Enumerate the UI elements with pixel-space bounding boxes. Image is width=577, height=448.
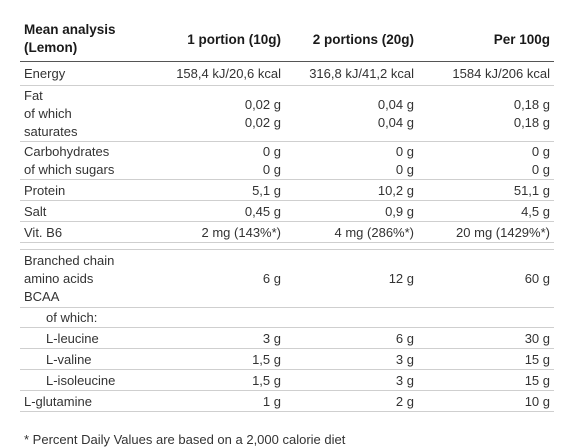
header-col-2-portions: 2 portions (20g) xyxy=(312,31,414,47)
cell-value: 10,2 g xyxy=(285,179,418,201)
row-label: Vit. B6 xyxy=(20,221,165,243)
cell-value: 60 g xyxy=(418,249,554,308)
header-title-line2: (Lemon) xyxy=(24,40,78,55)
value-line: 0 g xyxy=(531,143,550,159)
row-label: L-valine xyxy=(20,348,165,370)
cell-value: 1,5 g xyxy=(165,369,285,391)
cell-value: 3 g xyxy=(285,348,418,370)
table-header-row: Mean analysis (Lemon) 1 portion (10g) 2 … xyxy=(20,17,554,62)
row-label-line: of which sugars xyxy=(24,161,115,177)
cell-value: 0 g 0 g xyxy=(285,141,418,180)
cell-value: 15 g xyxy=(418,348,554,370)
row-label: L-isoleucine xyxy=(20,369,165,391)
cell-value: 2 g xyxy=(285,390,418,412)
footnote: * Percent Daily Values are based on a 2,… xyxy=(24,432,346,447)
row-label: Salt xyxy=(20,200,165,222)
table-row-l-isoleucine: L-isoleucine 1,5 g 3 g 15 g xyxy=(20,369,554,391)
value-line: 0,04 g xyxy=(377,114,414,130)
row-label-line: BCAA xyxy=(24,288,60,304)
header-col-1-portion: 1 portion (10g) xyxy=(187,31,281,47)
value-line: 0 g xyxy=(262,161,281,177)
row-label: Protein xyxy=(20,179,165,201)
cell-value: 0,04 g 0,04 g xyxy=(285,85,418,142)
cell-value: 20 mg (1429%*) xyxy=(418,221,554,243)
table-row-vitamin-b6: Vit. B6 2 mg (143%*) 4 mg (286%*) 20 mg … xyxy=(20,221,554,243)
cell-value: 3 g xyxy=(285,369,418,391)
value-line: 0 g xyxy=(262,143,281,159)
table-row-salt: Salt 0,45 g 0,9 g 4,5 g xyxy=(20,200,554,222)
row-label-line: saturates xyxy=(24,123,78,139)
row-label: Carbohydrates of which sugars xyxy=(20,141,165,180)
value-line: 0,02 g xyxy=(244,114,281,130)
cell-value: 0,18 g 0,18 g xyxy=(418,85,554,142)
row-label-line: amino acids xyxy=(24,270,94,286)
cell-value: 2 mg (143%*) xyxy=(165,221,285,243)
cell-value: 30 g xyxy=(418,327,554,349)
row-label: Branched chain amino acids BCAA xyxy=(20,249,165,308)
cell-value: 10 g xyxy=(418,390,554,412)
cell-value: 158,4 kJ/20,6 kcal xyxy=(165,61,285,86)
cell-value: 0,45 g xyxy=(165,200,285,222)
cell-value: 6 g xyxy=(285,327,418,349)
cell-empty xyxy=(285,307,418,328)
table-row-fat: Fat of which saturates 0,02 g 0,02 g 0,0… xyxy=(20,85,554,142)
cell-value: 15 g xyxy=(418,369,554,391)
section-separator xyxy=(20,242,554,250)
row-label: of which: xyxy=(20,307,165,328)
row-label-line: Fat xyxy=(24,87,43,103)
cell-value: 1,5 g xyxy=(165,348,285,370)
cell-value: 0,02 g 0,02 g xyxy=(165,85,285,142)
row-label: L-leucine xyxy=(20,327,165,349)
table-row-protein: Protein 5,1 g 10,2 g 51,1 g xyxy=(20,179,554,201)
row-label-line: of which xyxy=(24,105,72,121)
value-line: 0 g xyxy=(531,161,550,177)
cell-value: 0,9 g xyxy=(285,200,418,222)
header-title: Mean analysis (Lemon) xyxy=(20,17,165,62)
cell-value: 5,1 g xyxy=(165,179,285,201)
cell-value: 0 g 0 g xyxy=(418,141,554,180)
table-row-l-leucine: L-leucine 3 g 6 g 30 g xyxy=(20,327,554,349)
value-line: 0,02 g xyxy=(244,96,281,112)
cell-value: 6 g xyxy=(165,249,285,308)
row-label-line: Branched chain xyxy=(24,252,115,268)
cell-value: 0 g 0 g xyxy=(165,141,285,180)
row-label-line: Carbohydrates xyxy=(24,143,110,159)
cell-value: 316,8 kJ/41,2 kcal xyxy=(285,61,418,86)
cell-value: 4,5 g xyxy=(418,200,554,222)
table-row-energy: Energy 158,4 kJ/20,6 kcal 316,8 kJ/41,2 … xyxy=(20,61,554,86)
separator-cell xyxy=(20,242,554,250)
value-line: 0 g xyxy=(395,143,414,159)
cell-empty xyxy=(165,307,285,328)
cell-value: 1 g xyxy=(165,390,285,412)
row-label: L-glutamine xyxy=(20,390,165,412)
cell-empty xyxy=(418,307,554,328)
value-line: 0,04 g xyxy=(377,96,414,112)
cell-value: 4 mg (286%*) xyxy=(285,221,418,243)
table-row-l-valine: L-valine 1,5 g 3 g 15 g xyxy=(20,348,554,370)
cell-value: 12 g xyxy=(285,249,418,308)
cell-value: 3 g xyxy=(165,327,285,349)
table-row-of-which: of which: xyxy=(20,307,554,328)
table-row-l-glutamine: L-glutamine 1 g 2 g 10 g xyxy=(20,390,554,412)
cell-value: 51,1 g xyxy=(418,179,554,201)
nutrition-table-container: Mean analysis (Lemon) 1 portion (10g) 2 … xyxy=(20,17,554,412)
row-label: Energy xyxy=(20,61,165,86)
value-line: 0,18 g xyxy=(513,96,550,112)
header-col-per-100g: Per 100g xyxy=(493,31,550,47)
table-row-carbohydrates: Carbohydrates of which sugars 0 g 0 g 0 … xyxy=(20,141,554,180)
nutrition-table: Mean analysis (Lemon) 1 portion (10g) 2 … xyxy=(20,17,554,412)
value-line: 0,18 g xyxy=(513,114,550,130)
header-title-line1: Mean analysis xyxy=(24,22,116,37)
value-line: 0 g xyxy=(395,161,414,177)
cell-value: 1584 kJ/206 kcal xyxy=(418,61,554,86)
table-row-bcaa: Branched chain amino acids BCAA 6 g 12 g… xyxy=(20,249,554,308)
row-label: Fat of which saturates xyxy=(20,85,165,142)
